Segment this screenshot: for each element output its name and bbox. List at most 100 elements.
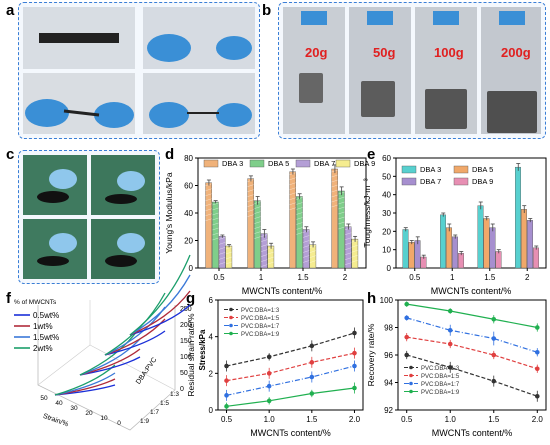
bar-hatch-d [289,187,296,190]
bar-hatch-d [254,206,261,209]
legend-label-h-2: PVC:DBA=1:7 [421,382,460,388]
bar-hatch-d [351,259,359,263]
glove-hand [301,11,327,25]
bar-hatch-d [289,192,296,195]
bar-hatch-d [205,188,212,191]
photo-panel-a [18,2,260,139]
bar-hatch-d [302,250,310,253]
bar-hatch-d [247,194,254,197]
bar-hatch-d [296,207,303,210]
panel-label-f: f [6,290,11,307]
f-curve-3-2 [129,274,191,336]
point-h-2-1 [447,327,453,333]
series-line-h-1 [406,336,538,370]
f-x-tick-label: 50 [40,395,48,402]
f-legend-label-1: 1wt% [33,322,53,331]
bar-hatch-d [302,240,310,243]
y-tick-label-g: 4 [209,333,214,342]
point-g-2-2 [309,374,315,380]
point-g-0-2 [309,343,315,349]
f-z-tick-label: 150 [180,338,192,345]
photo-b-grid [283,7,541,134]
panel-label-c: c [6,146,15,163]
bar-e-1-0 [408,242,415,269]
bar-d-0-2 [289,171,296,269]
bar-hatch-d [254,236,261,239]
bar-hatch-d [338,196,345,200]
bar-e-1-2 [483,218,490,269]
bar-hatch-d [260,249,268,252]
point-g-3-3 [352,385,357,391]
bar-d-0-1 [247,178,254,269]
bar-e-2-2 [489,227,496,269]
y-tick-label-e: 40 [382,191,391,200]
x-tick-label-e: 2 [525,273,530,282]
point-g-1-3 [352,350,357,356]
y-tick-label-d: 80 [184,154,193,163]
f-z-tick-label: 250 [180,306,192,313]
bar-hatch-d [344,237,352,240]
finger [49,169,77,189]
bar-hatch-d [212,212,219,216]
stretched-strip [63,109,100,117]
bar-hatch-d [344,252,352,255]
glove-hand [499,11,525,25]
sample-disc [37,191,69,203]
glove-hand [25,99,69,127]
legend-label-g-0: PVC:DBA=1:3 [241,308,280,314]
bar-hatch-d [302,255,310,258]
point-g-3-2 [309,391,315,396]
f-curve-3-3 [129,254,191,336]
bar-hatch-d [338,221,345,225]
x-axis-title-h: MWCNTs content/% [432,428,513,438]
bar-e-2-3 [527,220,533,269]
bar-d-3-0 [225,245,233,269]
bar-e-3-2 [495,251,502,269]
weight-label-100g: 100g [434,45,464,60]
bar-e-0-1 [440,214,446,269]
panel-label-d: d [165,146,175,163]
bar-hatch-d [267,251,275,255]
bar-hatch-d [331,179,338,183]
bar-d-3-3 [351,238,359,269]
y-tick-label-g: 0 [209,406,214,415]
y-tick-label-e: 20 [382,227,391,236]
point-h-0-0 [404,352,410,358]
x-axis-title-d: MWCNTs content/% [242,286,323,296]
x-tick-label-h: 2.0 [532,415,544,424]
legend-label-e-2: DBA 7 [420,177,441,186]
bar-hatch-d [331,199,338,203]
legend-marker-g-0 [229,307,233,312]
glove-hand [433,11,459,25]
x-tick-label-g: 1.5 [306,415,318,424]
bar-d-1-0 [212,201,219,269]
bar-hatch-d [296,227,303,230]
bar-hatch-d [344,232,352,235]
bar-hatch-d [205,203,212,206]
bar-hatch-d [344,242,352,245]
f-curve-3-0 [129,304,191,336]
y-tick-label-g: 2 [209,369,214,378]
f-y-axis-title: DBA:PVC [135,357,158,386]
bar-hatch-d [267,261,275,265]
bar-hatch-d [247,189,254,192]
photo-panel-b: 20g 50g 100g 200g [278,2,546,139]
bar-hatch-d [289,182,296,185]
glove-hand [216,103,252,127]
x-tick-label-e: 1 [450,273,455,282]
y-axis-title-h: Recovery rate/% [366,323,376,386]
f-z-tick-label: 50 [180,370,188,377]
y-tick-label-e: 0 [387,264,392,273]
y-tick-label-d: 60 [184,182,193,191]
y-tick-label-h: 96 [384,351,393,360]
legend-swatch-e-3 [453,177,469,186]
y-axis-title-d: Young's Modulus/kPa [164,172,174,253]
f-curve-1-2 [79,338,141,376]
bar-e-1-3 [521,209,527,269]
photo-b1 [283,7,345,134]
panel-label-h: h [367,290,377,307]
legend-label-d-0: DBA 3 [222,159,243,168]
bar-hatch-d [289,202,296,205]
weight-20g [299,73,323,103]
